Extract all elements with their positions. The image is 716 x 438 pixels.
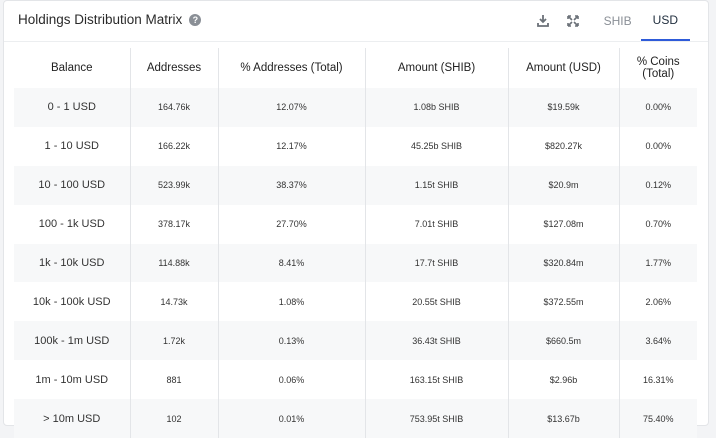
column-header-amount-usd: Amount (USD)	[507, 48, 619, 88]
cell-amount-shib: 45.25b SHIB	[364, 126, 508, 166]
cell-addresses: 14.73k	[129, 282, 218, 322]
column-header-balance: Balance	[50, 62, 93, 74]
cell-pct-coins: 2.06%	[618, 282, 697, 322]
table-body: 0 - 1 USD 164.76k 12.07% 1.08b SHIB $19.59k 0…	[14, 88, 697, 438]
table-row: 1m - 10m USD 881 0.06% 163.15t SHIB $2.96b 16…	[14, 360, 697, 400]
cell-pct-coins: 75.40%	[618, 399, 697, 438]
column-header-pct-addresses: % Addresses (Total)	[217, 48, 365, 88]
cell-pct-coins: 3.64%	[618, 321, 697, 361]
cell-balance: > 10m USD	[14, 399, 130, 438]
cell-amount-usd: $13.67b	[507, 399, 619, 438]
cell-addresses: 1.72k	[129, 321, 218, 361]
cell-balance: 0 - 1 USD	[14, 88, 130, 127]
cell-pct-addresses: 1.08%	[217, 282, 365, 322]
cell-addresses: 166.22k	[129, 126, 218, 166]
cell-pct-addresses: 0.13%	[217, 321, 365, 361]
cell-balance: 10k - 100k USD	[32, 295, 111, 308]
cell-pct-coins: 1.77%	[618, 243, 697, 283]
download-icon[interactable]	[535, 13, 551, 29]
cell-amount-shib: 7.01t SHIB	[364, 204, 508, 244]
table-row: 10 - 100 USD 523.99k 38.37% 1.15t SHIB $20.9…	[14, 165, 697, 205]
cell-amount-shib: 1.15t SHIB	[364, 165, 508, 205]
cell-balance: 1m - 10m USD	[35, 373, 109, 386]
cell-addresses: 114.88k	[129, 243, 218, 283]
cell-amount-usd: $372.55m	[507, 282, 619, 322]
cell-pct-addresses: 38.37%	[217, 165, 365, 205]
cell-pct-coins: 0.00%	[618, 88, 697, 127]
cell-amount-usd: $660.5m	[507, 321, 619, 361]
column-header-addresses: Addresses	[129, 48, 218, 88]
cell-addresses: 523.99k	[129, 165, 218, 205]
cell-amount-shib: 20.55t SHIB	[364, 282, 508, 322]
column-header-pct-coins: % Coins (Total)	[618, 48, 697, 88]
table-header-row: Balance Addresses % Addresses (Total) Am…	[14, 48, 697, 88]
cell-amount-usd: $20.9m	[507, 165, 619, 205]
cell-addresses: 378.17k	[129, 204, 218, 244]
table-row: 1 - 10 USD 166.22k 12.17% 45.25b SHIB $820.2…	[14, 126, 697, 166]
cell-pct-coins: 0.00%	[618, 126, 697, 166]
holdings-table: Balance Addresses % Addresses (Total) Am…	[14, 48, 697, 438]
cell-amount-shib: 17.7t SHIB	[364, 243, 508, 283]
table-row: 1k - 10k USD 114.88k 8.41% 17.7t SHIB $320.8…	[14, 243, 697, 283]
cell-addresses: 164.76k	[129, 88, 218, 127]
table-row: 0 - 1 USD 164.76k 12.07% 1.08b SHIB $19.59k 0…	[14, 88, 697, 127]
cell-pct-addresses: 12.07%	[217, 88, 365, 127]
table-row: > 10m USD 102 0.01% 753.95t SHIB $13.67b 75.4…	[14, 399, 697, 438]
header-tools: SHIB USD	[535, 1, 690, 41]
cell-pct-coins: 0.12%	[618, 165, 697, 205]
cell-pct-addresses: 12.17%	[217, 126, 365, 166]
cell-pct-coins: 16.31%	[618, 360, 697, 400]
cell-amount-shib: 1.08b SHIB	[364, 88, 508, 127]
cell-pct-coins: 0.70%	[618, 204, 697, 244]
cell-balance: 100 - 1k USD	[38, 218, 105, 231]
holdings-card: Holdings Distribution Matrix ? SHIB USD …	[3, 0, 709, 438]
cell-amount-usd: $127.08m	[507, 204, 619, 244]
cell-amount-usd: $2.96b	[507, 360, 619, 400]
question-circle-icon[interactable]: ?	[189, 13, 202, 26]
cell-pct-addresses: 27.70%	[217, 204, 365, 244]
cell-pct-addresses: 8.41%	[217, 243, 365, 283]
table-row: 100k - 1m USD 1.72k 0.13% 36.43t SHIB $660.5…	[14, 321, 697, 361]
tab-shib[interactable]: SHIB	[603, 14, 632, 28]
tab-usd[interactable]: USD	[640, 1, 690, 41]
card-header: Holdings Distribution Matrix ? SHIB USD	[4, 1, 708, 42]
column-header-amount-shib: Amount (SHIB)	[364, 48, 508, 88]
cell-amount-usd: $820.27k	[507, 126, 619, 166]
cell-pct-addresses: 0.06%	[217, 360, 365, 400]
table-row: 100 - 1k USD 378.17k 27.70% 7.01t SHIB $127.…	[14, 204, 697, 244]
cell-amount-shib: 753.95t SHIB	[364, 399, 508, 438]
cell-addresses: 102	[129, 399, 218, 438]
cell-amount-shib: 163.15t SHIB	[364, 360, 508, 400]
card-title: Holdings Distribution Matrix	[18, 12, 183, 27]
title-wrap: Holdings Distribution Matrix ?	[18, 12, 202, 27]
cell-balance: 100k - 1m USD	[14, 321, 130, 361]
table-row: 10k - 100k USD 14.73k 1.08% 20.55t SHIB $372…	[14, 282, 697, 322]
cell-amount-shib: 36.43t SHIB	[364, 321, 508, 361]
cell-pct-addresses: 0.01%	[217, 399, 365, 438]
cell-balance: 1 - 10 USD	[44, 140, 99, 153]
cell-balance: 10 - 100 USD	[14, 165, 130, 205]
cell-addresses: 881	[129, 360, 218, 400]
expand-icon[interactable]	[565, 13, 581, 29]
cell-amount-usd: $19.59k	[507, 88, 619, 127]
cell-amount-usd: $320.84m	[507, 243, 619, 283]
cell-balance: 1k - 10k USD	[14, 243, 130, 283]
